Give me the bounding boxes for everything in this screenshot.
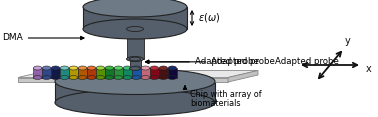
Ellipse shape	[159, 75, 167, 79]
Ellipse shape	[60, 75, 69, 79]
Polygon shape	[228, 71, 258, 82]
Ellipse shape	[159, 66, 167, 70]
Ellipse shape	[60, 66, 69, 70]
Ellipse shape	[105, 75, 114, 79]
Ellipse shape	[105, 66, 114, 70]
Ellipse shape	[87, 66, 96, 70]
Ellipse shape	[168, 66, 177, 70]
Bar	[78, 68, 87, 77]
Bar	[130, 59, 141, 68]
Polygon shape	[18, 71, 258, 77]
Ellipse shape	[69, 75, 78, 79]
Bar	[114, 68, 122, 77]
Ellipse shape	[51, 66, 60, 70]
Text: x: x	[366, 64, 372, 74]
Ellipse shape	[168, 75, 177, 79]
Ellipse shape	[150, 75, 158, 79]
Bar	[105, 68, 114, 77]
Ellipse shape	[69, 66, 78, 70]
Ellipse shape	[33, 75, 42, 79]
Ellipse shape	[78, 75, 87, 79]
Text: biomaterials: biomaterials	[190, 99, 240, 108]
Ellipse shape	[51, 75, 60, 79]
Text: Adapted probe: Adapted probe	[195, 57, 259, 66]
Ellipse shape	[83, 19, 187, 39]
Text: Adapted probe: Adapted probe	[275, 57, 339, 66]
Ellipse shape	[127, 26, 144, 31]
Ellipse shape	[96, 66, 105, 70]
Ellipse shape	[42, 75, 51, 79]
Text: DMA: DMA	[2, 33, 84, 42]
Bar	[159, 68, 167, 77]
Text: y: y	[345, 36, 351, 46]
Ellipse shape	[42, 66, 51, 70]
Bar	[42, 68, 51, 77]
Ellipse shape	[83, 0, 187, 17]
Ellipse shape	[114, 75, 122, 79]
Bar	[150, 68, 158, 77]
Bar	[87, 68, 96, 77]
Bar	[60, 68, 69, 77]
Ellipse shape	[150, 66, 158, 70]
Ellipse shape	[132, 66, 141, 70]
Bar	[83, 7, 187, 29]
Bar	[168, 68, 177, 77]
Ellipse shape	[87, 75, 96, 79]
Text: Adapted probe: Adapted probe	[146, 57, 275, 66]
Ellipse shape	[123, 66, 132, 70]
Ellipse shape	[78, 66, 87, 70]
Bar	[33, 68, 42, 77]
Ellipse shape	[141, 66, 150, 70]
Bar	[69, 68, 78, 77]
Text: Chip with array of: Chip with array of	[190, 90, 262, 99]
Bar	[55, 82, 215, 102]
Ellipse shape	[96, 75, 105, 79]
Ellipse shape	[33, 66, 42, 70]
Bar	[123, 68, 132, 77]
Bar	[127, 29, 144, 59]
Ellipse shape	[132, 75, 141, 79]
Text: $\varepsilon(\omega)$: $\varepsilon(\omega)$	[198, 11, 220, 24]
Bar	[132, 68, 141, 77]
Bar	[141, 68, 150, 77]
Ellipse shape	[141, 75, 150, 79]
Ellipse shape	[114, 66, 122, 70]
Bar	[96, 68, 105, 77]
Ellipse shape	[130, 67, 141, 70]
Ellipse shape	[55, 68, 215, 95]
Bar	[51, 68, 60, 77]
Polygon shape	[18, 77, 228, 82]
Ellipse shape	[123, 75, 132, 79]
Ellipse shape	[130, 57, 141, 61]
Ellipse shape	[127, 57, 144, 62]
Ellipse shape	[55, 90, 215, 115]
